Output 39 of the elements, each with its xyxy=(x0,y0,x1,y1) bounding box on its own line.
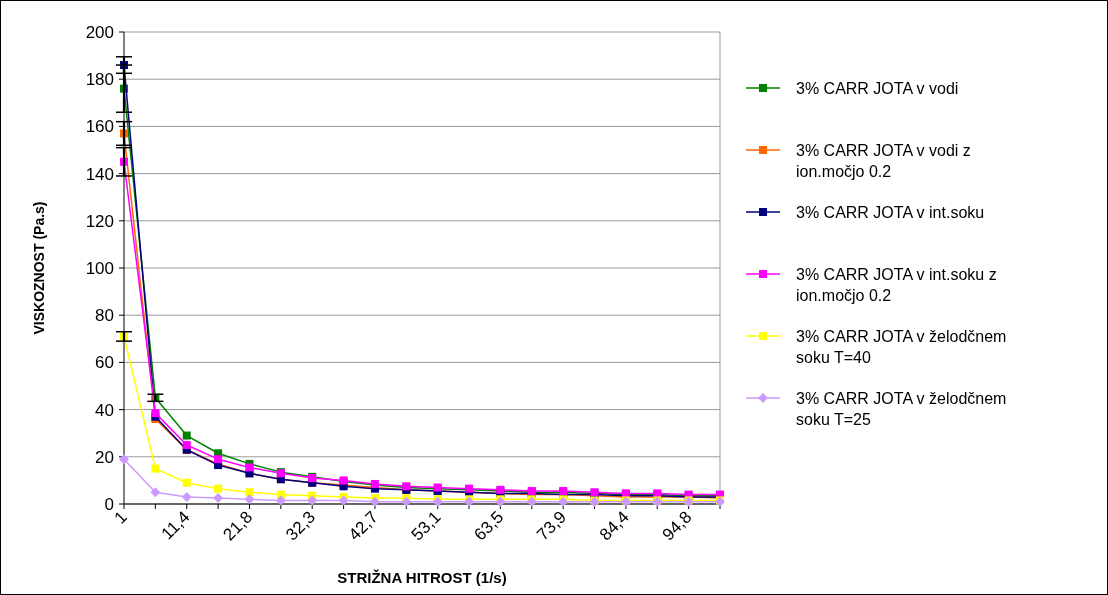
point xyxy=(150,487,161,498)
legend-label: 3% CARR JOTA v želodčnem soku T=40 xyxy=(796,328,1007,366)
point xyxy=(151,464,160,473)
legend-label: 3% CARR JOTA v vodi xyxy=(796,80,959,97)
point xyxy=(182,441,191,449)
point xyxy=(244,494,255,505)
point xyxy=(182,478,191,487)
y-tick-label: 180 xyxy=(85,70,114,90)
point xyxy=(182,431,191,440)
point xyxy=(338,495,349,506)
point xyxy=(213,493,224,504)
legend-label: 3% CARR JOTA v vodi z ion.močjo 0.2 xyxy=(796,142,971,180)
point xyxy=(369,496,380,507)
y-tick-label: 100 xyxy=(85,259,114,278)
y-tick-label: 140 xyxy=(85,164,114,184)
legend-label: 3% CARR JOTA v int.soku z ion.močjo 0.2 xyxy=(796,266,997,304)
point xyxy=(119,454,129,465)
point xyxy=(401,496,412,507)
legend-label: 3% CARR JOTA v želodčnem soku T=25 xyxy=(796,390,1007,428)
x-axis-title: STRIŽNA HITROST (1/s) xyxy=(337,569,507,586)
y-axis-title: VISKOZNOST (Pa.s) xyxy=(31,201,47,335)
point xyxy=(245,463,254,472)
x-tick-label: 73,9 xyxy=(533,507,570,545)
x-tick-label: 53,1 xyxy=(407,507,445,545)
legend-label: 3% CARR JOTA v int.soku xyxy=(796,204,985,221)
y-tick-label: 60 xyxy=(95,353,114,373)
point xyxy=(214,455,223,464)
y-tick-label: 80 xyxy=(95,306,114,326)
point xyxy=(214,484,223,493)
point xyxy=(275,495,286,506)
y-tick-label: 160 xyxy=(85,117,114,137)
point xyxy=(245,488,254,497)
y-tick-label: 20 xyxy=(95,447,114,467)
point xyxy=(181,491,192,502)
y-tick-label: 0 xyxy=(104,495,114,514)
y-tick-label: 200 xyxy=(85,23,114,42)
point xyxy=(307,495,318,506)
y-tick-label: 40 xyxy=(95,400,114,420)
y-tick-label: 120 xyxy=(85,211,114,231)
